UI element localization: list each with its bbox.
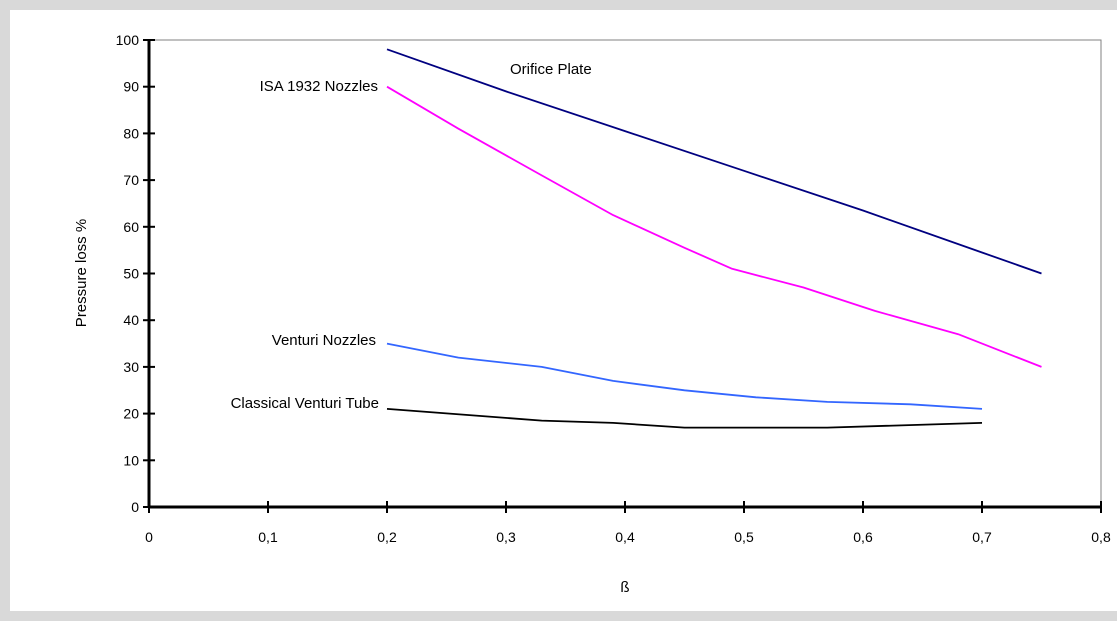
y-tick-label: 20 [123, 406, 139, 422]
series-layer [386, 48, 1042, 429]
series-label-classical-venturi-tube: Classical Venturi Tube [231, 395, 379, 412]
y-tick-label: 60 [123, 219, 139, 235]
series-label-venturi-nozzles: Venturi Nozzles [272, 332, 376, 349]
series-line-isa-1932-nozzles [386, 85, 1042, 368]
x-tick-label: 0,6 [853, 529, 873, 545]
series-label-isa-1932-nozzles: ISA 1932 Nozzles [260, 78, 378, 95]
series-line-venturi-nozzles [386, 342, 983, 410]
x-axis-label: ß [620, 579, 629, 596]
x-tick-label: 0,4 [615, 529, 635, 545]
y-tick-label: 90 [123, 79, 139, 95]
x-tick-label: 0,8 [1091, 529, 1111, 545]
y-tick-label: 100 [116, 32, 140, 48]
y-tick-label: 30 [123, 359, 139, 375]
y-tick-label: 10 [123, 452, 139, 468]
x-tick-label: 0,2 [377, 529, 397, 545]
plot-area-border [148, 39, 1102, 508]
x-tick-label: 0,1 [258, 529, 278, 545]
x-tick-label: 0 [145, 529, 153, 545]
x-tick-label: 0,3 [496, 529, 516, 545]
series-line-orifice-plate [386, 48, 1042, 275]
label-layer: ß Pressure loss % Orifice Plate ISA 1932 … [73, 61, 630, 596]
y-tick-label: 80 [123, 125, 139, 141]
y-tick-label: 70 [123, 172, 139, 188]
y-tick-label: 50 [123, 266, 139, 282]
x-tick-label: 0,7 [972, 529, 992, 545]
series-line-classical-venturi-tube [386, 408, 983, 429]
axis-layer: 0 0,1 0,2 0,3 0,4 0,5 0,6 0,7 0,8 0 10 20 30 40 50 60 70… [116, 32, 1111, 545]
y-axis-label: Pressure loss % [73, 219, 90, 327]
chart-frame: 0 0,1 0,2 0,3 0,4 0,5 0,6 0,7 0,8 0 10 20 30 40 50 60 70… [10, 10, 1117, 611]
series-label-orifice-plate: Orifice Plate [510, 61, 592, 78]
y-tick-label: 0 [131, 499, 139, 515]
y-tick-label: 40 [123, 312, 139, 328]
x-tick-label: 0,5 [734, 529, 754, 545]
pressure-loss-chart: 0 0,1 0,2 0,3 0,4 0,5 0,6 0,7 0,8 0 10 20 30 40 50 60 70… [73, 32, 1111, 596]
